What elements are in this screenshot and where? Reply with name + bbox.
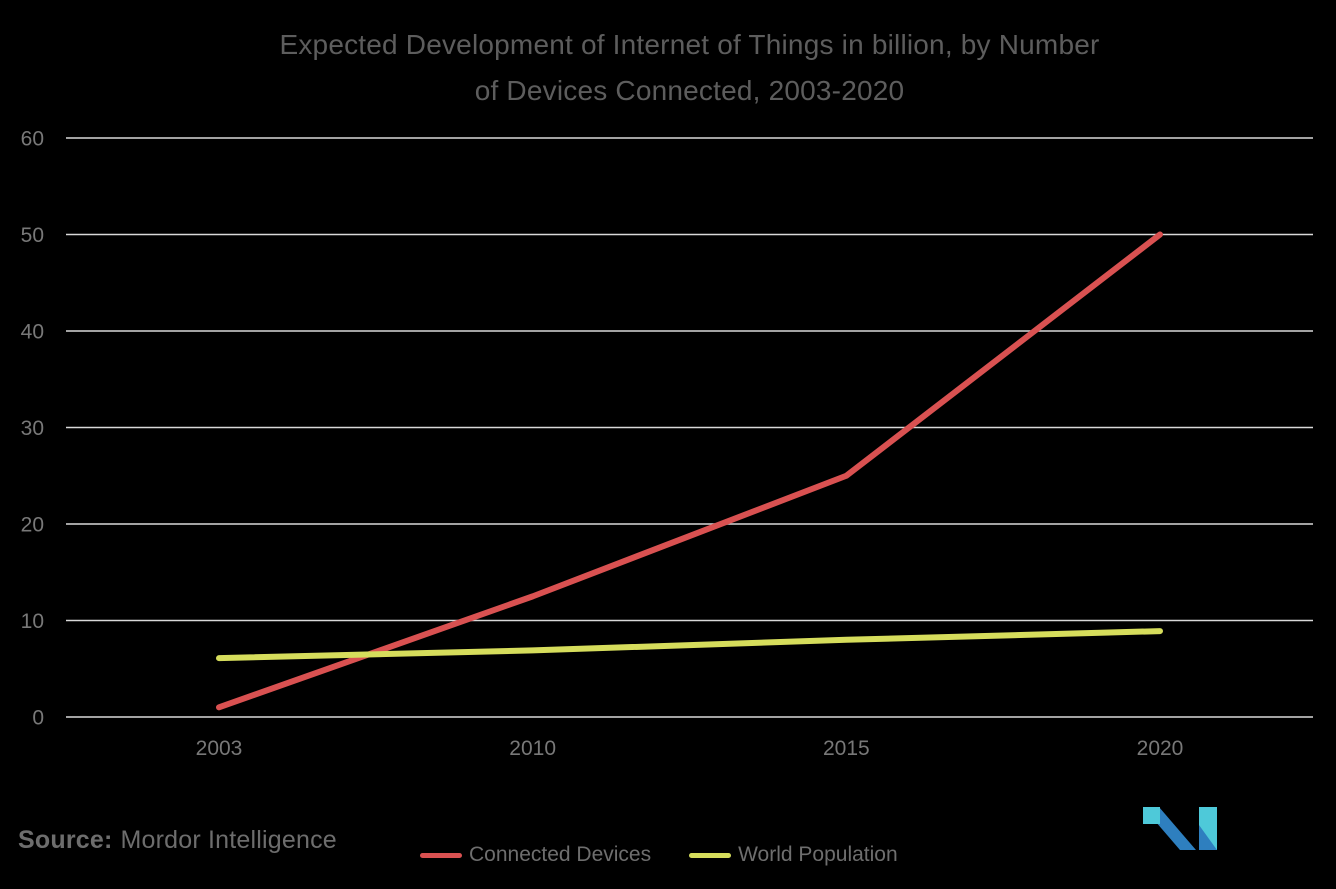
y-tick-label-20: 20 <box>21 514 44 537</box>
mordor-intelligence-logo <box>1143 807 1217 850</box>
y-tick-label-50: 50 <box>21 224 44 247</box>
x-tick-label-2015: 2015 <box>823 737 870 760</box>
y-tick-label-30: 30 <box>21 417 44 440</box>
x-tick-label-2003: 2003 <box>196 737 243 760</box>
y-tick-label-40: 40 <box>21 321 44 344</box>
legend-label-world-population: World Population <box>738 843 898 866</box>
x-tick-label-2020: 2020 <box>1137 737 1184 760</box>
source-value: Mordor Intelligence <box>120 826 337 854</box>
source-note: Source: Mordor Intelligence <box>18 826 337 855</box>
logo-teal-square <box>1143 807 1160 824</box>
series-line-world-population <box>216 628 1163 662</box>
legend-swatch-world-population <box>689 852 732 858</box>
chart-title-line-2: of Devices Connected, 2003-2020 <box>474 75 905 106</box>
legend: Connected Devices World Population <box>420 842 898 868</box>
source-label: Source: <box>18 826 113 854</box>
legend-item-world-population: World Population <box>689 843 898 867</box>
chart-title: Expected Development of Internet of Thin… <box>66 22 1313 114</box>
legend-swatch-connected-devices <box>420 852 462 858</box>
y-tick-label-10: 10 <box>21 610 44 633</box>
x-tick-label-2010: 2010 <box>509 737 556 760</box>
logo-blue-triangle <box>1199 825 1217 850</box>
y-tick-label-60: 60 <box>21 128 44 151</box>
legend-item-connected-devices: Connected Devices <box>420 843 651 867</box>
legend-label-connected-devices: Connected Devices <box>469 843 652 866</box>
y-tick-label-0: 0 <box>32 707 44 730</box>
chart-title-line-1: Expected Development of Internet of Thin… <box>279 29 1100 60</box>
